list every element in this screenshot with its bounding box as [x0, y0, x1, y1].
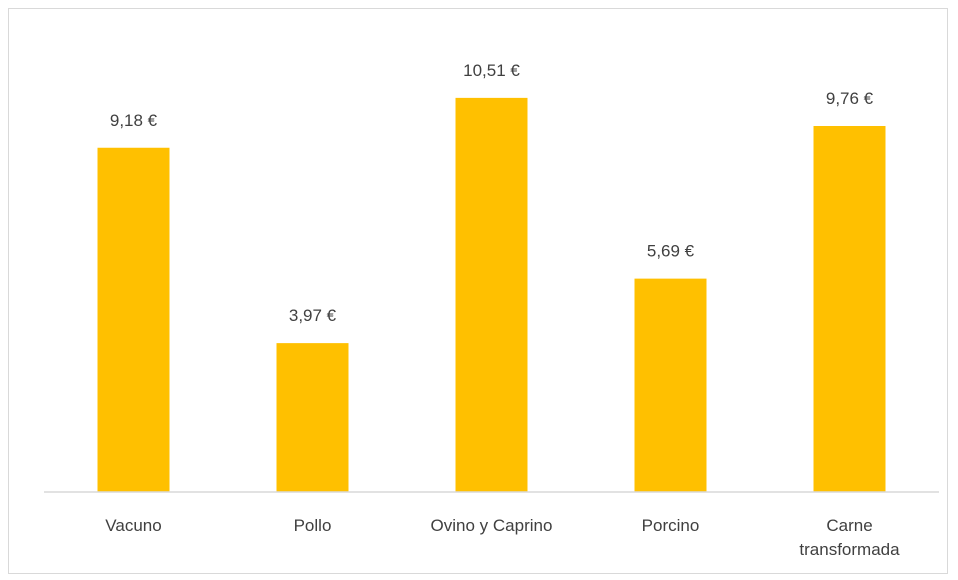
category-label-4: Carne transformada [799, 516, 900, 559]
data-label-4: 9,76 € [826, 89, 874, 108]
bar-chart: 9,18 € 3,97 € 10,51 € 5,69 € 9,76 € Vacuno Po… [44, 61, 939, 559]
category-label-3: Porcino [642, 516, 700, 535]
value-labels-layer: 9,18 € 3,97 € 10,51 € 5,69 € 9,76 € [110, 61, 874, 325]
data-label-3: 5,69 € [647, 242, 695, 261]
category-label-1: Pollo [294, 516, 332, 535]
data-label-2: 10,51 € [463, 61, 520, 80]
category-label-0: Vacuno [105, 516, 161, 535]
data-label-1: 3,97 € [289, 306, 337, 325]
bar-2 [455, 97, 528, 492]
bar-4 [813, 126, 886, 492]
bar-3 [634, 278, 707, 492]
category-labels-layer: Vacuno Pollo Ovino y Caprino Porcino Carne tr… [105, 516, 900, 559]
chart-frame: 9,18 € 3,97 € 10,51 € 5,69 € 9,76 € Vacuno Po… [8, 8, 948, 574]
bars-layer [97, 97, 886, 492]
category-label-2: Ovino y Caprino [431, 516, 553, 535]
bar-0 [97, 147, 170, 492]
data-label-0: 9,18 € [110, 111, 158, 130]
bar-1 [276, 343, 349, 492]
